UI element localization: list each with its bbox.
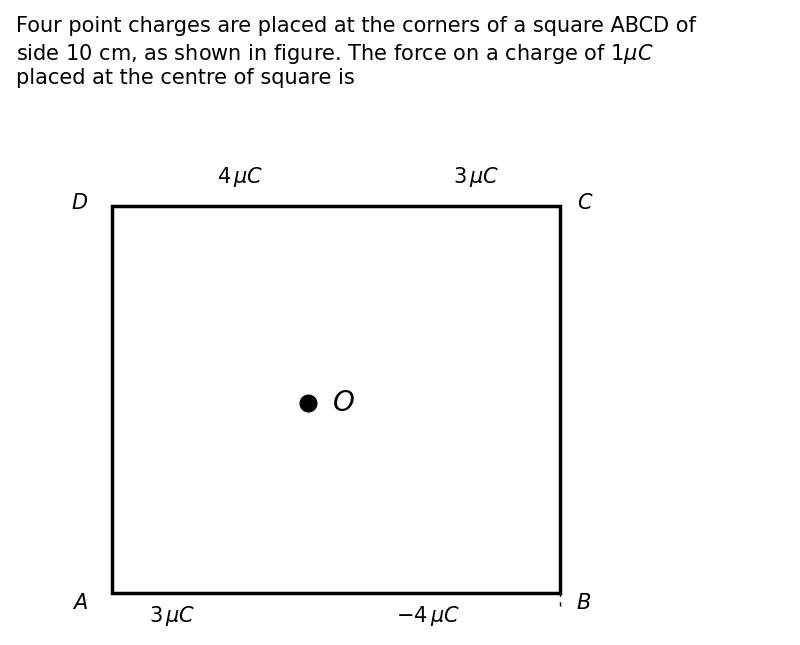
- Text: Four point charges are placed at the corners of a square ABCD of: Four point charges are placed at the cor…: [16, 16, 696, 36]
- Text: D: D: [72, 193, 88, 213]
- Text: C: C: [577, 193, 591, 213]
- Text: $O$: $O$: [332, 389, 354, 417]
- Text: B: B: [577, 593, 591, 613]
- Text: $-4\,\mu C$: $-4\,\mu C$: [396, 604, 460, 628]
- Text: side 10 cm, as shown in figure. The force on a charge of $1\mu C$: side 10 cm, as shown in figure. The forc…: [16, 42, 654, 66]
- Text: $3\,\mu C$: $3\,\mu C$: [149, 604, 195, 628]
- Text: $3\,\mu C$: $3\,\mu C$: [453, 165, 499, 190]
- Text: placed at the centre of square is: placed at the centre of square is: [16, 68, 354, 88]
- Bar: [112, 206, 560, 593]
- Text: A: A: [73, 593, 87, 613]
- Text: $4\,\mu C$: $4\,\mu C$: [217, 165, 263, 190]
